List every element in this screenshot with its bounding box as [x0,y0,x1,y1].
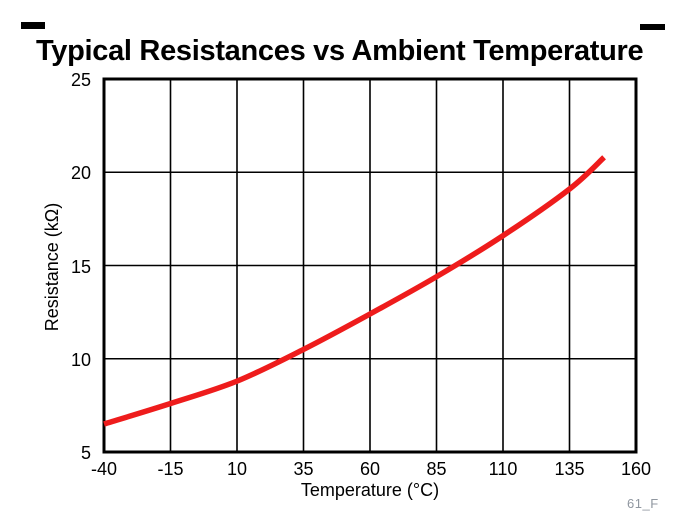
y-tick-label: 10 [70,349,91,370]
y-tick-label: 25 [70,70,91,90]
x-tick-label: 160 [620,459,652,479]
grid-lines [103,78,637,453]
crop-mark-top-right [640,24,665,30]
y-axis-label: Resistance (kΩ) [42,202,62,332]
crop-mark-top-left [21,22,45,29]
figure-code: 61_F [627,496,659,511]
x-tick-label: 60 [359,459,381,479]
x-tick-label: 110 [488,459,518,479]
y-tick-label: 5 [80,443,91,463]
x-tick-label: -15 [157,459,184,479]
plot-border [102,77,638,454]
x-tick-label: 35 [293,459,314,479]
x-tick-label: 135 [554,459,585,479]
resistance-curve [103,155,606,427]
chart-title: Typical Resistances vs Ambient Temperatu… [36,35,644,68]
x-axis-label: Temperature (°C) [300,480,440,500]
x-tick-label: -40 [90,459,117,479]
y-tick-label: 20 [70,163,91,184]
x-tick-label: 85 [426,459,447,479]
x-tick-label: 10 [226,459,248,479]
y-tick-label: 15 [70,256,91,277]
